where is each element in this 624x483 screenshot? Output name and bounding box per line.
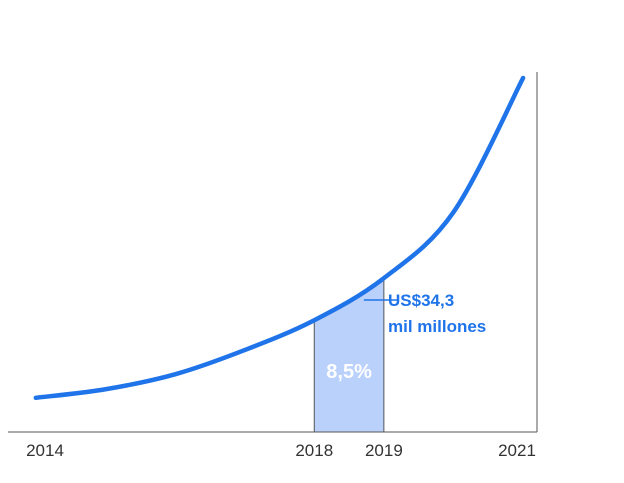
x-tick-label-2018: 2018	[295, 441, 333, 460]
x-tick-label-2019: 2019	[365, 441, 403, 460]
value-annotation: US$34,3 mil millones	[363, 291, 486, 336]
x-tick-label-2021: 2021	[498, 441, 536, 460]
x-tick-labels: 2014 2018 2019 2021	[26, 441, 536, 460]
x-tick-label-2014: 2014	[26, 441, 64, 460]
series-line	[33, 75, 526, 401]
highlight-band-label: 8,5%	[326, 361, 372, 383]
highlight-band-area	[314, 278, 384, 432]
annotation-unit-label: mil millones	[388, 317, 486, 336]
annotation-value-label: US$34,3	[388, 291, 454, 310]
highlight-band-group: 8,5%	[313, 278, 385, 432]
